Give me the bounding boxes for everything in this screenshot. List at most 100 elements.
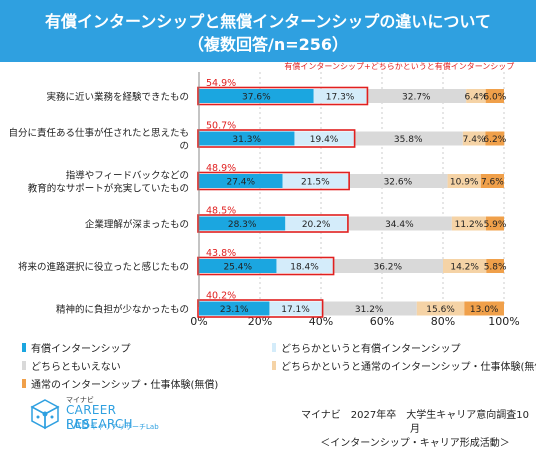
bar-segment-paid [199,301,270,316]
bar-segment-paid [199,89,314,103]
bar-value-label-unpaid: 13.0% [470,305,499,315]
legend-item-somewhat-unpaid: どちらかというと通常のインターンシップ・仕事体験(無償) [272,358,536,373]
bar-segment-unpaid [485,89,504,103]
combined-highlight-box [197,214,349,233]
source-note: マイナビ 2027年卒 大学生キャリア意向調査10月 ＜インターンシップ・キャリ… [300,409,530,451]
x-tick-label: 80% [431,315,455,328]
bar-segment-unpaid [480,174,504,188]
legend-item-paid: 有償インターンシップ [22,340,131,355]
bar-segment-somewhat-unpaid [451,216,487,231]
bar-value-label-neither: 31.2% [355,305,384,315]
bar-value-label-neither: 34.4% [385,220,414,230]
bar-value-label-somewhat-unpaid: 6.4% [465,93,488,103]
bar-segment-somewhat-paid [285,216,347,231]
legend-label-somewhat-unpaid: どちらかというと通常のインターンシップ・仕事体験(無償) [281,362,536,373]
bar-value-label-paid: 28.3% [228,220,257,230]
bar-segment-unpaid [464,301,504,316]
legend-label-somewhat-paid: どちらかというと有償インターンシップ [281,344,461,355]
bar-value-label-unpaid: 6.0% [483,93,506,103]
bar-value-label-somewhat-paid: 18.4% [290,263,319,273]
cube-logo-icon [30,399,60,430]
bar-value-label-paid: 27.4% [226,178,255,188]
x-tick-label: 100% [488,315,519,328]
category-label: 実務に近い業務を経験できたもの [46,91,189,103]
x-tick-label: 0% [190,315,207,328]
chart-subtitle: （複数回答/n=256） [187,35,349,54]
combined-highlight-box [197,171,350,191]
bar-segment-neither [346,216,452,231]
bar-segment-somewhat-unpaid [443,259,487,273]
bar-segment-neither [353,131,463,146]
bar-value-label-unpaid: 7.6% [481,178,504,188]
combined-highlight-box [197,299,324,318]
bar-segment-somewhat-paid [282,174,349,188]
legend-item-somewhat-paid: どちらかというと有償インターンシップ [272,340,461,355]
bar-segment-neither [366,89,467,103]
source-line2: ＜インターンシップ・キャリア形成活動＞ [320,438,510,449]
legend-label-paid: 有償インターンシップ [31,344,131,355]
legend-label-neither: どちらともいえない [31,362,121,373]
bar-value-label-somewhat-paid: 21.5% [301,178,330,188]
chart-title: 有償インターンシップと無償インターンシップの違いについて [45,12,491,31]
bar-segment-somewhat-paid [294,131,354,146]
bar-value-label-somewhat-unpaid: 14.2% [450,263,479,273]
x-tick-label: 20% [248,315,272,328]
bar-value-label-somewhat-paid: 20.2% [302,220,331,230]
career-research-lab-logo: マイナビ CAREER RESEARCH LAB キャリアリサーチLab [30,394,170,442]
category-label: 精神的に負担が少なかったもの [56,304,189,316]
bar-value-label-somewhat-paid: 17.3% [326,93,355,103]
bar-segment-neither [348,174,448,188]
bar-segment-paid [199,259,277,273]
bar-segment-neither [332,259,443,273]
category-label: 企業理解が深まったもの [85,219,189,231]
legend-swatch-unpaid [22,379,26,388]
bar-segment-neither [321,301,417,316]
bar-value-label-unpaid: 5.9% [484,220,507,230]
category-label: 指導やフィードバックなどの [66,170,189,182]
bar-value-label-neither: 32.6% [384,178,413,188]
bar-value-label-paid: 31.3% [232,135,261,145]
combined-value-label: 50.7% [206,121,236,132]
bar-segment-somewhat-unpaid [462,131,486,146]
x-tick-label: 60% [370,315,394,328]
bar-value-label-paid: 23.1% [220,305,249,315]
bar-segment-somewhat-paid [269,301,322,316]
combined-value-label: 54.9% [206,78,236,89]
source-line1: マイナビ 2027年卒 大学生キャリア意向調査10月 [301,410,529,435]
bar-value-label-paid: 37.6% [242,93,271,103]
category-label: 自分に責任ある仕事が任されたと思えたも [8,127,189,139]
bar-segment-somewhat-paid [313,89,367,103]
combined-value-label: 48.9% [206,163,236,174]
x-tick-label: 40% [309,315,333,328]
bar-segment-paid [199,216,286,231]
combined-series-caption: 有償インターンシップ+どちらかというと有償インターンシップ [284,62,514,71]
category-label: 将来の進路選択に役立ったと感じたもの [18,261,189,273]
combined-highlight-box [197,129,356,148]
category-label: 教育的なサポートが充実していたもの [28,183,189,195]
legend-swatch-neither [22,361,26,370]
bar-segment-unpaid [486,259,504,273]
chart-header: 有償インターンシップと無償インターンシップの違いについて （複数回答/n=256… [0,0,536,62]
bar-segment-paid [199,174,283,188]
bar-value-label-neither: 35.8% [394,135,423,145]
bar-segment-unpaid [486,216,504,231]
legend-item-unpaid: 通常のインターンシップ・仕事体験(無償) [22,376,218,391]
bar-segment-somewhat-paid [276,259,333,273]
bar-value-label-somewhat-unpaid: 10.9% [450,178,479,188]
legend-swatch-paid [22,343,26,352]
bar-value-label-somewhat-paid: 17.1% [281,305,310,315]
legend-item-neither: どちらともいえない [22,358,121,373]
combined-highlight-box [197,86,369,106]
bar-segment-unpaid [485,131,505,146]
bar-value-label-somewhat-unpaid: 7.4% [463,135,486,145]
combined-value-label: 40.2% [206,291,236,302]
bar-value-label-unpaid: 5.8% [484,263,507,273]
legend-label-unpaid: 通常のインターンシップ・仕事体験(無償) [31,380,219,391]
bar-segment-somewhat-unpaid [466,89,486,103]
stacked-bar-chart: 0% 20% 40% 60% 80% 100% 有償インターンシップ+どちらかというと有償イ… [8,62,519,328]
bar-value-label-somewhat-unpaid: 11.2% [455,220,484,230]
bar-value-label-somewhat-paid: 19.4% [310,135,339,145]
logo-line2: LAB [66,418,90,432]
bar-value-label-neither: 36.2% [373,263,402,273]
logo-sub: キャリアリサーチLab [90,423,159,431]
